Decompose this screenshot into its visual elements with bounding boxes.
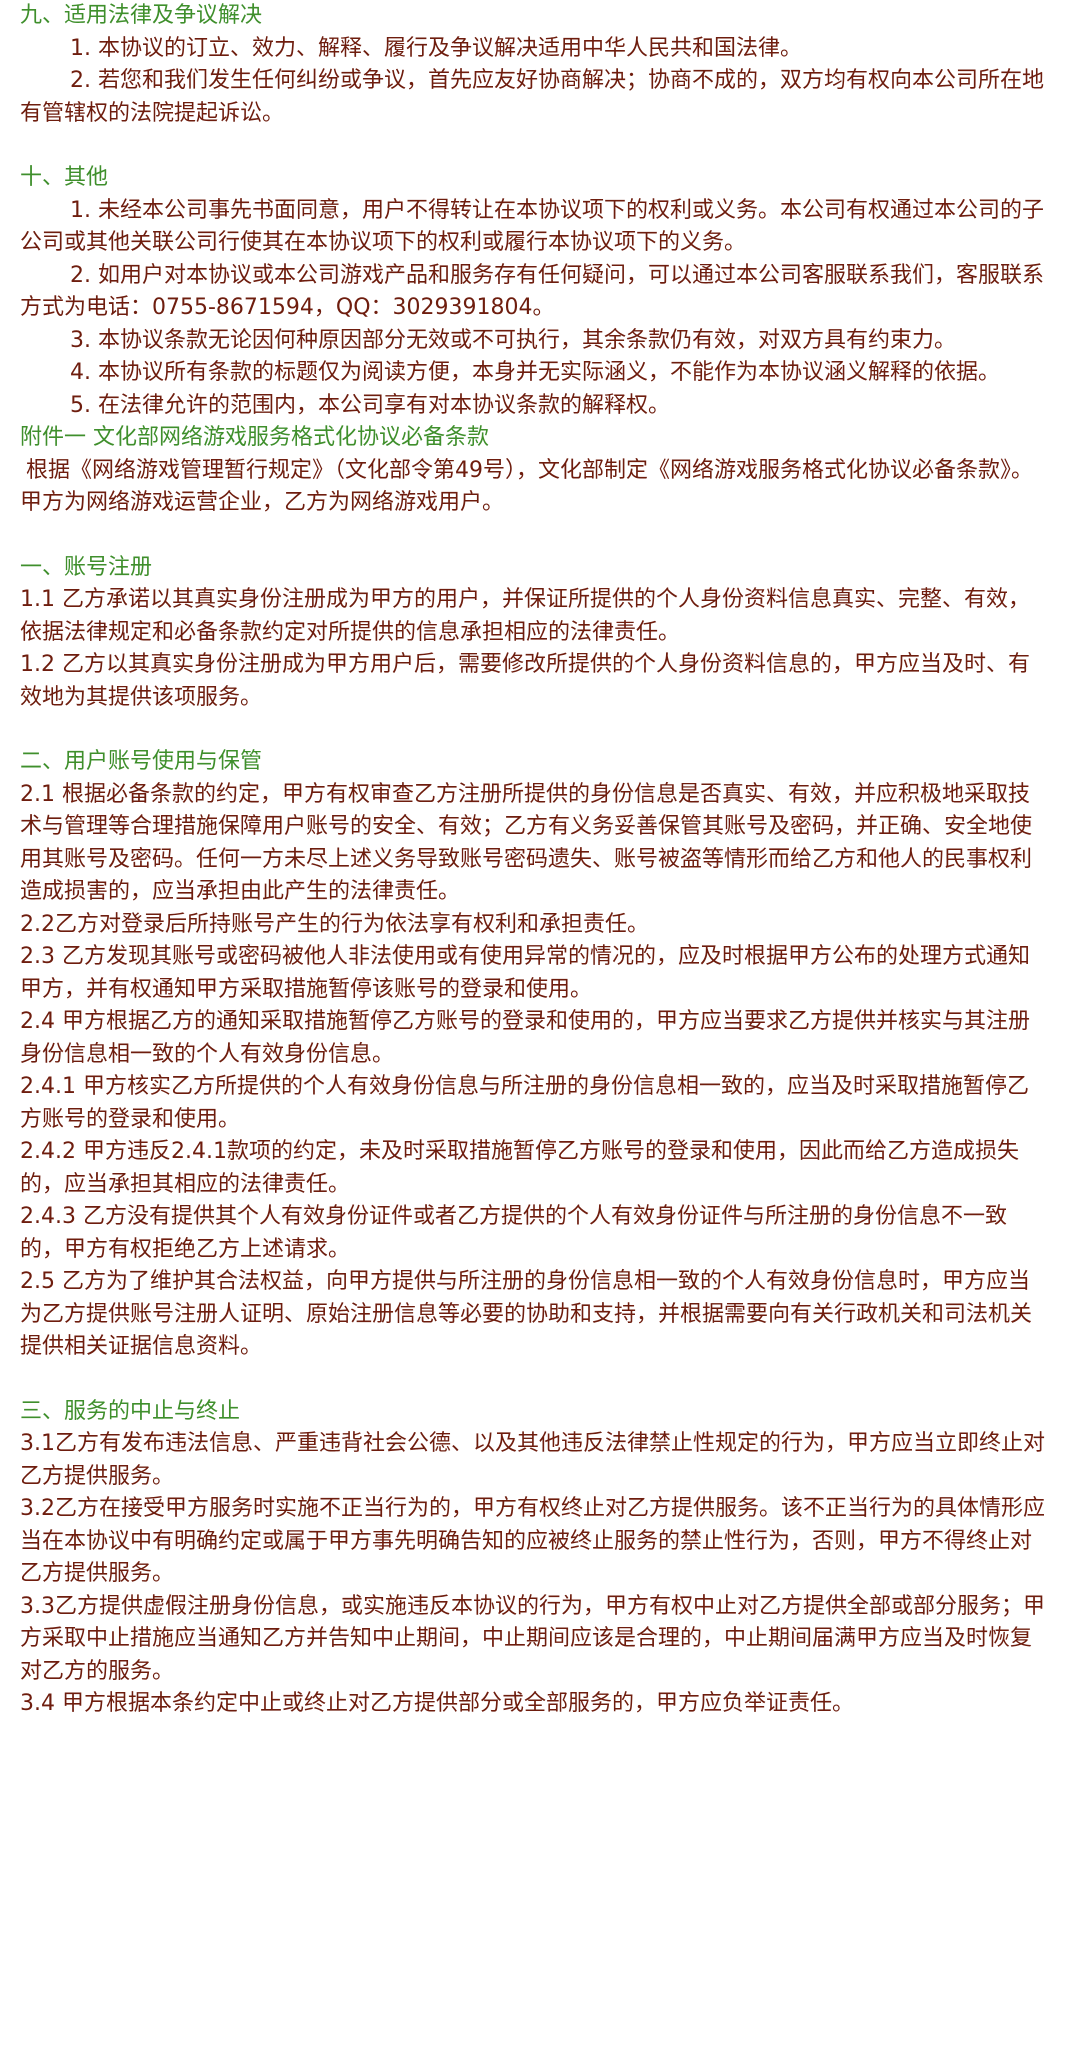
agreement-document: 九、适用法律及争议解决 1. 本协议的订立、效力、解释、履行及争议解决适用中华人民… [20,0,1047,1721]
document-section: 三、服务的中止与终止 3.1乙方有发布违法信息、严重违背社会公德、以及其他违反法律… [20,1396,1047,1721]
clause-paragraph: 2.4.1 甲方核实乙方所提供的个人有效身份信息与所注册的身份信息相一致的，应当… [20,1074,1029,1132]
clause-paragraph: 4. 本协议所有条款的标题仅为阅读方便，本身并无实际涵义，不能作为本协议涵义解释… [70,360,1000,385]
document-section: 九、适用法律及争议解决 1. 本协议的订立、效力、解释、履行及争议解决适用中华人民… [20,0,1047,130]
clause-paragraph: 2.2乙方对登录后所持账号产生的行为依法享有权利和承担责任。 [20,911,649,937]
clause-paragraph: 2.4.3 乙方没有提供其个人有效身份证件或者乙方提供的个人有效身份证件与所注册… [20,1204,1007,1262]
clause-paragraph: 2.4 甲方根据乙方的通知采取措施暂停乙方账号的登录和使用的，甲方应当要求乙方提… [20,1009,1030,1067]
clause-paragraph: 2.3 乙方发现其账号或密码被他人非法使用或有使用异常的情况的，应及时根据甲方公… [20,944,1030,1002]
section-heading: 十、其他 [20,165,109,190]
clause-paragraph: 2. 若您和我们发生任何纠纷或争议，首先应友好协商解决；协商不成的，双方均有权向… [20,68,1044,126]
clause-paragraph: 3.2乙方在接受甲方服务时实施不正当行为的，甲方有权终止对乙方提供服务。该不正当… [20,1496,1045,1586]
clause-paragraph: 1.1 乙方承诺以其真实身份注册成为甲方的用户，并保证所提供的个人身份资料信息真… [20,587,1030,645]
document-section: 一、账号注册 1.1 乙方承诺以其真实身份注册成为甲方的用户，并保证所提供的个人身… [20,552,1047,715]
clause-paragraph: 3.1乙方有发布违法信息、严重违背社会公德、以及其他违反法律禁止性规定的行为，甲… [20,1431,1045,1489]
clause-paragraph: 根据《网络游戏管理暂行规定》（文化部令第49号），文化部制定《网络游戏服务格式化… [20,457,1033,516]
document-section: 附件一 文化部网络游戏服务格式化协议必备条款根据《网络游戏管理暂行规定》（文化部… [20,422,1047,520]
clause-paragraph: 1. 本协议的订立、效力、解释、履行及争议解决适用中华人民共和国法律。 [70,35,802,61]
section-heading: 附件一 文化部网络游戏服务格式化协议必备条款 [20,425,489,450]
section-heading: 二、用户账号使用与保管 [20,749,263,774]
clause-paragraph: 2.5 乙方为了维护其合法权益，向甲方提供与所注册的身份信息相一致的个人有效身份… [20,1269,1033,1359]
clause-paragraph: 3. 本协议条款无论因何种原因部分无效或不可执行，其余条款仍有效，对双方具有约束… [70,327,956,353]
clause-paragraph: 2.4.2 甲方违反2.4.1款项的约定，未及时采取措施暂停乙方账号的登录和使用… [20,1139,1019,1197]
clause-paragraph: 3.4 甲方根据本条约定中止或终止对乙方提供部分或全部服务的，甲方应负举证责任。 [20,1691,854,1716]
section-heading: 一、账号注册 [20,554,153,580]
clause-paragraph: 2. 如用户对本协议或本公司游戏产品和服务存有任何疑问，可以通过本公司客服联系我… [20,262,1044,321]
document-section: 二、用户账号使用与保管 2.1 根据必备条款的约定，甲方有权审查乙方注册所提供的身… [20,746,1047,1364]
clause-paragraph: 1.2 乙方以其真实身份注册成为甲方用户后，需要修改所提供的个人身份资料信息的，… [20,652,1030,710]
clause-paragraph: 3.3乙方提供虚假注册身份信息，或实施违反本协议的行为，甲方有权中止对乙方提供全… [20,1593,1045,1684]
clause-paragraph: 2.1 根据必备条款的约定，甲方有权审查乙方注册所提供的身份信息是否真实、有效，… [20,781,1033,905]
clause-paragraph: 1. 未经本公司事先书面同意，用户不得转让在本协议项下的权利或义务。本公司有权通… [20,197,1044,256]
clause-paragraph: 5. 在法律允许的范围内，本公司享有对本协议条款的解释权。 [70,392,670,418]
section-heading: 三、服务的中止与终止 [20,1398,241,1424]
document-section: 十、其他 1. 未经本公司事先书面同意，用户不得转让在本协议项下的权利或义务。本公… [20,162,1047,422]
section-heading: 九、适用法律及争议解决 [20,3,263,28]
